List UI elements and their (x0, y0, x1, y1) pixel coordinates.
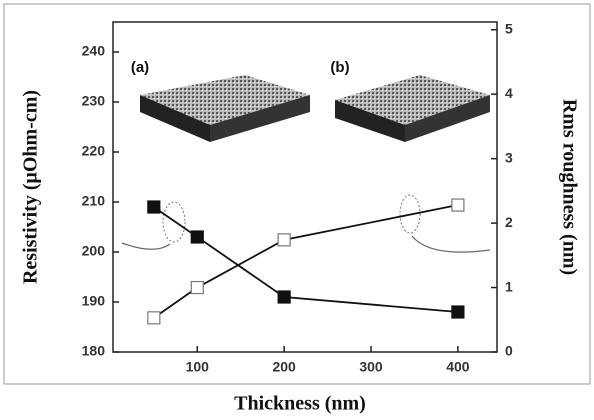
marker (148, 201, 160, 213)
y-tick-label: 180 (82, 343, 106, 359)
inset-b (335, 75, 490, 142)
marker (148, 312, 160, 324)
callout-arrow (412, 236, 490, 252)
chart: Thickness (nm) Resistivity (μOhm-cm) Rms… (0, 0, 594, 420)
series-line (154, 205, 458, 318)
y-tick-label: 240 (82, 43, 106, 59)
y2-tick-label: 5 (505, 20, 513, 36)
y-tick-label: 190 (82, 293, 106, 309)
y-tick-label: 210 (82, 193, 106, 209)
y2-tick-label: 3 (505, 149, 513, 165)
marker (278, 234, 290, 246)
y2-tick-label: 1 (505, 278, 513, 294)
inset-label: (b) (330, 59, 349, 76)
y-axis-label: Resistivity (μOhm-cm) (20, 90, 42, 284)
y2-tick-label: 2 (505, 214, 513, 230)
marker (191, 282, 203, 294)
x-tick-label: 400 (446, 359, 470, 375)
y2-tick-label: 4 (505, 85, 513, 101)
y2-axis-label: Rms roughness (nm) (558, 99, 580, 275)
x-tick-label: 200 (272, 359, 296, 375)
inset-a (140, 75, 310, 142)
y-tick-label: 220 (82, 143, 106, 159)
marker (452, 306, 464, 318)
y-tick-label: 200 (82, 243, 106, 259)
series-line (154, 207, 458, 312)
marker (452, 199, 464, 211)
callout-arrow (122, 243, 170, 249)
marker (191, 231, 203, 243)
y2-tick-label: 0 (505, 343, 513, 359)
marker (278, 291, 290, 303)
x-tick-label: 100 (186, 359, 210, 375)
plot-frame (113, 22, 497, 352)
x-tick-label: 300 (359, 359, 383, 375)
y-tick-label: 230 (82, 93, 106, 109)
inset-label: (a) (131, 59, 149, 76)
x-axis-label: Thickness (nm) (234, 393, 366, 415)
